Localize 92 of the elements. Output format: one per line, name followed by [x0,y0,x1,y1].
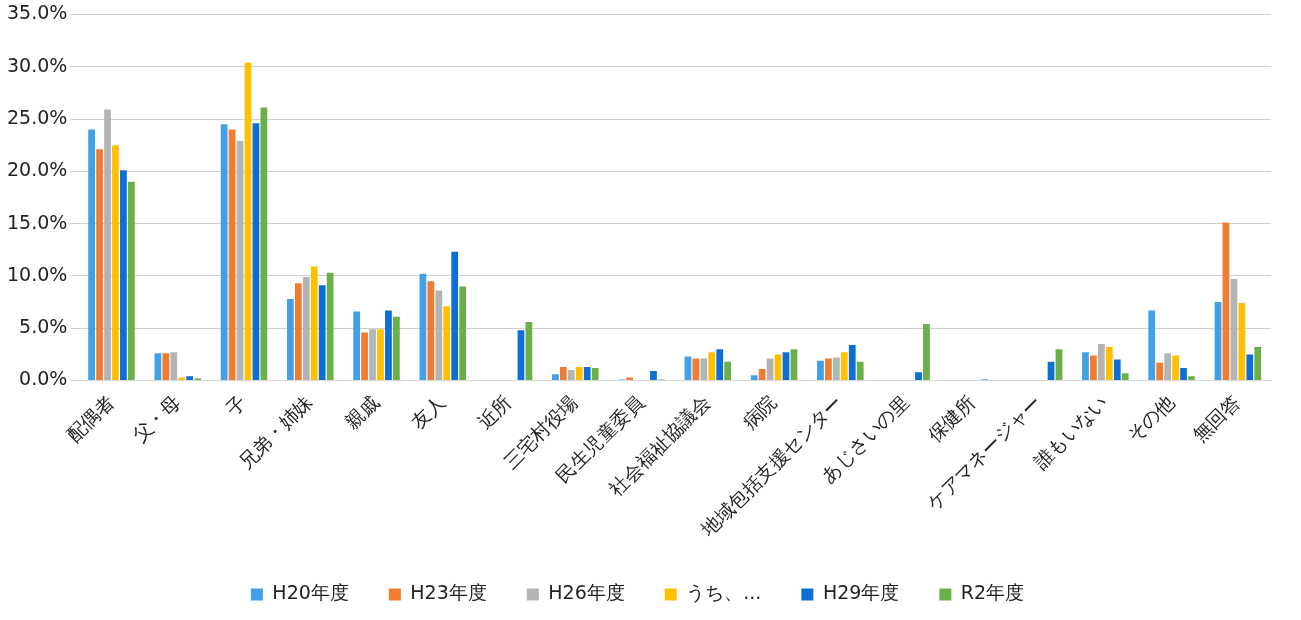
bar [1246,354,1254,381]
legend-label: R2年度 [960,581,1025,604]
bar [112,145,119,381]
bar [127,181,135,381]
bar [708,352,716,381]
bar [724,361,732,381]
x-tick-label: 近所 [472,390,516,433]
bar [427,281,435,381]
legend-label: H26年度 [548,581,625,604]
bar [552,374,559,381]
bar [369,329,376,381]
y-tick-label: 25.0% [7,105,68,128]
bar [774,354,782,381]
bar [1098,343,1105,381]
bar [750,375,758,381]
bar [377,329,384,381]
bar [1082,352,1089,381]
bar [700,358,708,381]
x-tick-label: 親戚 [340,390,383,433]
x-tick-label: その他 [1122,390,1178,447]
bar [459,286,467,381]
bar [310,266,318,381]
bar [385,310,392,381]
bar [626,377,633,381]
bar [294,283,302,381]
bar [758,369,766,381]
x-tick-label: 父・母 [128,390,185,447]
y-tick-label: 0.0% [19,367,68,390]
bar [353,311,361,381]
bar [302,276,310,381]
bar [575,366,583,381]
bar [1172,355,1179,381]
y-tick-label: 35.0% [7,1,68,24]
bar [393,316,400,381]
bar [451,251,459,381]
y-tick-label: 30.0% [7,53,68,76]
bar [923,324,930,381]
bar [840,352,848,381]
x-tick-label: 配偶者 [61,390,118,447]
bar [848,344,856,381]
bar [825,358,832,381]
bar [1105,347,1113,381]
bar [1238,303,1246,381]
bar [583,366,591,381]
bar [1254,347,1262,381]
bar [154,353,162,381]
bar [559,366,567,381]
bar [716,349,724,381]
x-tick-label: 保健所 [923,390,980,447]
y-tick-label: 15.0% [7,210,68,233]
x-tick-label: 友人 [406,390,450,433]
x-tick-label: 病院 [737,390,781,433]
bar [326,272,334,381]
legend-label: H29年度 [822,581,900,604]
bar [856,361,864,381]
bar [88,129,95,381]
bar [591,367,599,381]
legend-label: H20年度 [272,581,349,604]
bar [915,372,922,381]
bar [178,377,186,381]
bar [1090,355,1097,381]
bar [1164,353,1172,381]
bar [1113,359,1121,381]
bar [567,370,575,381]
bar [96,149,103,381]
x-tick-label: 無回答 [1188,390,1245,447]
y-tick-label: 20.0% [7,158,68,181]
bar [1180,367,1187,381]
legend-label: うち、... [686,581,762,604]
bar [650,371,657,381]
bar [162,353,170,381]
bar [443,306,451,381]
legend-label: H23年度 [410,581,487,604]
bar [435,290,443,381]
bar [817,360,824,381]
bar [287,298,294,381]
bar [361,332,368,381]
bar [120,170,127,381]
bar [104,109,111,381]
y-tick-label: 10.0% [7,262,68,285]
bar [1156,362,1164,381]
y-tick-label: 5.0% [19,315,68,338]
bar [1148,310,1156,381]
bar [1188,376,1195,381]
bar [318,285,326,381]
bar [832,357,840,381]
x-tick-label: 子 [221,390,251,420]
bar [220,124,228,381]
bar [170,352,178,381]
bar [684,356,692,381]
bar [1121,373,1129,381]
bar [186,376,194,381]
